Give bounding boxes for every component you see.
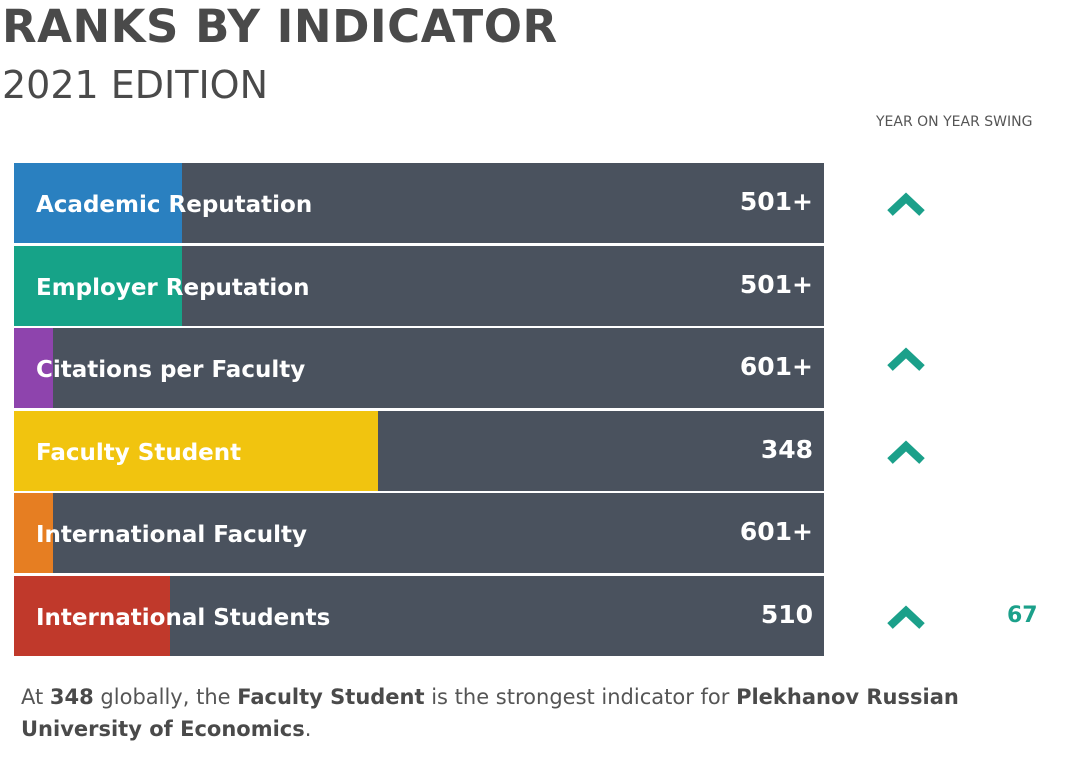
bar-row-employer-reputation: Employer Reputation 501+ [14,246,824,326]
bar-label: Faculty Student [36,440,242,466]
caption-text: globally, the [93,685,238,709]
swing-header: YEAR ON YEAR SWING [876,114,1033,130]
bar-row-international-students: International Students 510 [14,576,824,656]
swing-value: 67 [1007,603,1038,628]
swing-up-icon [887,347,925,371]
bar-fill [14,246,182,326]
bar-label: Citations per Faculty [36,357,306,383]
bar-row-international-faculty: International Faculty 601+ [14,493,824,573]
chart-subtitle: 2021 EDITION [2,63,269,107]
swing-up-icon [887,440,925,464]
bar-row-citations-per-faculty: Citations per Faculty 601+ [14,328,824,408]
summary-caption: At 348 globally, the Faculty Student is … [21,681,1041,745]
bar-rank-value: 348 [760,435,813,464]
caption-rank: 348 [49,685,94,709]
bar-row-academic-reputation: Academic Reputation 501+ [14,163,824,243]
swing-up-icon [887,192,925,216]
bar-fill [14,576,170,656]
bar-rank-value: 501+ [739,270,813,299]
chart-title: RANKS BY INDICATOR [2,0,558,53]
bar-fill [14,411,378,491]
bar-rank-value: 501+ [739,187,813,216]
caption-text: At [21,685,50,709]
caption-text: is the strongest indicator for [424,685,737,709]
bar-fill [14,493,53,573]
caption-text: . [304,717,312,741]
bar-label: International Faculty [36,522,307,548]
caption-indicator: Faculty Student [237,685,425,709]
bar-label: Employer Reputation [36,275,310,301]
bar-row-faculty-student: Faculty Student 348 [14,411,824,491]
bar-label: Academic Reputation [36,192,313,218]
bar-rank-value: 601+ [739,517,813,546]
caption-university: Plekhanov Russian University of Economic… [21,685,959,741]
swing-up-icon [887,605,925,629]
bar-fill [14,328,53,408]
bar-label: International Students [36,605,331,631]
bar-rank-value: 510 [760,600,813,629]
bar-rank-value: 601+ [739,352,813,381]
bar-fill [14,163,182,243]
